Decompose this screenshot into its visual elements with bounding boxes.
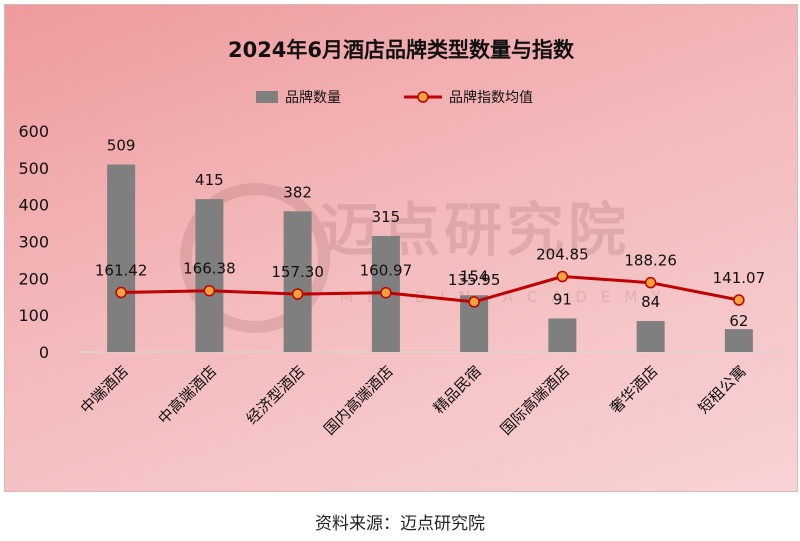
bar (195, 199, 224, 352)
line-point (644, 276, 657, 289)
line-value-label: 166.38 (183, 260, 236, 278)
x-tick-label: 短租公寓 (695, 362, 750, 417)
bar (636, 321, 665, 352)
legend-label-bar: 品牌数量 (285, 89, 341, 106)
line-value-label: 141.07 (713, 269, 766, 287)
line-point (733, 294, 745, 306)
x-tick-label: 国内高端酒店 (320, 362, 396, 438)
line-value-label: 135.95 (448, 271, 501, 289)
bar (283, 211, 312, 352)
chart-title: 2024年6月酒店品牌类型数量与指数 (228, 38, 575, 62)
x-tick-label: 国际高端酒店 (497, 362, 573, 438)
y-tick-label: 100 (18, 306, 49, 325)
bar-value-label: 84 (641, 293, 660, 311)
line-point (380, 286, 392, 299)
line-value-label: 157.30 (271, 263, 324, 281)
legend-swatch-bar (256, 91, 278, 103)
line-point (115, 286, 127, 299)
line-series-path (121, 275, 740, 304)
line-point (556, 270, 569, 283)
line-value-label: 204.85 (536, 246, 589, 264)
y-tick-label: 0 (39, 343, 49, 362)
y-tick-label: 600 (18, 122, 49, 141)
bar-value-label: 91 (553, 290, 572, 308)
bar (724, 329, 753, 352)
bar-value-label: 382 (283, 183, 312, 201)
line-value-label: 188.26 (624, 252, 677, 270)
x-tick-label: 精品民宿 (430, 362, 485, 417)
bar-value-label: 415 (195, 171, 224, 189)
bar (107, 164, 136, 352)
x-tick-label: 中高端酒店 (154, 362, 220, 428)
line-value-label: 160.97 (360, 262, 413, 280)
source-note: 资料来源：迈点研究院 (315, 514, 485, 534)
x-tick-label: 奢华酒店 (606, 362, 661, 417)
bar-value-label: 62 (729, 312, 748, 330)
y-tick-label: 500 (18, 159, 49, 178)
legend-label-line: 品牌指数均值 (449, 89, 533, 106)
line-point (203, 284, 216, 297)
y-tick-label: 400 (18, 196, 49, 215)
chart-card: 迈点研究院 MEADIN ACADEMY 2024年6月酒店品牌类型数量与指数品… (4, 4, 798, 492)
line-point (291, 288, 304, 300)
bar-value-label: 315 (372, 208, 401, 226)
line-point (468, 296, 480, 308)
y-tick-label: 300 (18, 233, 49, 252)
bar-value-label: 154 (460, 267, 489, 285)
bar (548, 318, 577, 352)
bar-value-label: 509 (107, 137, 136, 155)
legend-swatch-marker (417, 91, 429, 103)
x-tick-label: 经济型酒店 (243, 362, 309, 428)
line-value-label: 161.42 (95, 262, 148, 280)
x-tick-label: 中端酒店 (77, 362, 132, 417)
y-tick-label: 200 (18, 269, 49, 288)
